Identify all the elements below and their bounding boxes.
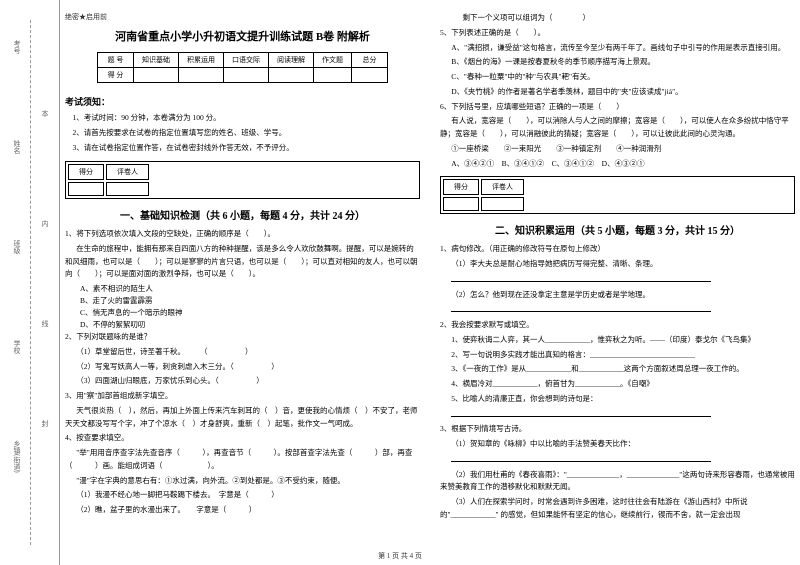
binding-label-class: 班级 bbox=[12, 240, 22, 254]
s2q2-line2: 2、写一句说明多实践才能出真知的格言：_____________________… bbox=[440, 349, 795, 362]
score-h-3: 口语交际 bbox=[224, 53, 269, 68]
fold-label-2: 内 bbox=[40, 220, 50, 227]
q2-item-2: （2）写鬼写妖高人一等，刺贪刺虐入木三分。（ ） bbox=[65, 361, 420, 374]
q1-stem: 1、将下列选项依次填入文段的空缺处，正确的顺序是（ ）。 bbox=[65, 228, 420, 241]
score-h-5: 作文题 bbox=[314, 53, 352, 68]
s2q3-line2: （2）我们用杜甫的《春夜喜雨》："______________，________… bbox=[440, 469, 795, 495]
fold-label-3: 线 bbox=[40, 320, 50, 327]
q2-item-1: （1）草堂留后世，诗圣著千秋。 （ ） bbox=[65, 346, 420, 359]
s2q3-blank1 bbox=[440, 453, 795, 467]
q5-d: D、《夹竹桃》的作者是著名学者季羡林，题目中的"夹"应该读成"jiá"。 bbox=[440, 86, 795, 99]
score-v-5 bbox=[314, 68, 352, 83]
binding-margin: 考号 姓名 班级 学校 乡镇(街道) 本 内 线 封 bbox=[0, 0, 60, 565]
score-header-row: 题 号 知识基础 积累运用 口语交际 阅读理解 作文题 总分 bbox=[98, 53, 388, 68]
binding-label-name: 姓名 bbox=[12, 140, 22, 154]
q5-a: A、"满招损，谦受益"这句格言，流传至今至少有两千年了。画线句子中引号的作用是表… bbox=[440, 42, 795, 55]
s2q2-blank bbox=[440, 408, 795, 422]
q3-stem: 3、用"察"加部首组成新字填空。 bbox=[65, 390, 420, 403]
sb-c1: 得分 bbox=[68, 164, 104, 180]
q1-opt-a: A、素不相识的陌生人 bbox=[65, 283, 420, 295]
q5-c: C、"春种一粒粟"中的"种"与农具"耙"有关。 bbox=[440, 71, 795, 84]
q4-stem: 4、按查要求填空。 bbox=[65, 432, 420, 445]
exam-title: 河南省重点小学小升初语文提升训练试题 B卷 附解析 bbox=[65, 28, 420, 44]
col2-line1: 剩下一个义项可以组词为（ ） bbox=[440, 12, 795, 25]
q4-line1: "举"用用音序查字法先查音序（ ），再查音节（ ）。按部首查字法先查（ ）部，再… bbox=[65, 447, 420, 473]
column-right: 剩下一个义项可以组词为（ ） 5、下列表述正确的是（ ）。 A、"满招损，谦受益… bbox=[440, 12, 795, 552]
score-v-3 bbox=[224, 68, 269, 83]
q4-line3: （1）我漫不经心地一脚把马鞍踢下楼去。 字意是（ ） bbox=[65, 489, 420, 502]
section2-title: 二、知识积累运用（共 5 小题，每题 3 分，共计 15 分） bbox=[440, 222, 795, 237]
q5-b: B、《烟台的海》一课是按春夏秋冬的季节顺序描写海上景观。 bbox=[440, 56, 795, 69]
score-h-1: 知识基础 bbox=[134, 53, 179, 68]
s2q3-line3: （3）人们在探索学问时，时常会遇到许多困难，这时往往会有陆游在《游山西村》中所说… bbox=[440, 496, 795, 522]
q6-opts: ①一座桥梁 ②一束阳光 ③一种镇定剂 ④一种润滑剂 bbox=[440, 143, 795, 156]
fold-label-4: 封 bbox=[40, 420, 50, 427]
s2q1-line1: （1）李大夫总是耐心地指导她把病历写得完整、清晰、条理。 bbox=[440, 258, 795, 271]
notice-item-3: 3、请在试卷指定位置作答，在试卷密封线外作答无效，不予评分。 bbox=[65, 142, 420, 154]
q6-stem: 6、下列括号里，应填哪些短语？正确的一项是（ ） bbox=[440, 101, 795, 114]
s2q1-stem: 1、病句修改。（用正确的修改符号在原句上修改） bbox=[440, 243, 795, 256]
q2-stem: 2、下列对联题咏的是谁？ bbox=[65, 331, 420, 344]
s2q1-blank1 bbox=[440, 273, 795, 287]
binding-label-exam: 考号 bbox=[12, 40, 22, 54]
sb-c2: 评卷人 bbox=[106, 164, 149, 180]
q1-opt-c: C、悄无声息的一个暗示的眼神 bbox=[65, 307, 420, 319]
score-v-2 bbox=[179, 68, 224, 83]
s2q3-stem: 3、根据下列情境写古诗。 bbox=[440, 423, 795, 436]
s2q2-line1: 1、使弈秋诲二人弈，其一人____________，惟弈秋之为听。——（印度）泰… bbox=[440, 334, 795, 347]
score-v-0: 得 分 bbox=[98, 68, 134, 83]
notice-item-1: 1、考试时间：90 分钟，本卷满分为 100 分。 bbox=[65, 112, 420, 124]
s2q2-line4: 4、横眉冷对____________，俯首甘为____________。《自嘲》 bbox=[440, 378, 795, 391]
q4-line2: "漫"字在字典的意思右有：①水过满，向外流。②到处都是。③不受约束，随便。 bbox=[65, 475, 420, 488]
score-h-0: 题 号 bbox=[98, 53, 134, 68]
q5-stem: 5、下列表述正确的是（ ）。 bbox=[440, 27, 795, 40]
s2q1-blank2 bbox=[440, 303, 795, 317]
score-v-1 bbox=[134, 68, 179, 83]
section1-scorebox: 得分评卷人 bbox=[65, 161, 420, 199]
q6-passage: 有人说，宽容是（ ），可以消除人与人之间的摩擦；宽容是（ ），可以使人在众多纷扰… bbox=[440, 115, 795, 141]
notice-item-2: 2、请首先按要求在试卷的指定位置填写您的姓名、班级、学号。 bbox=[65, 127, 420, 139]
score-value-row: 得 分 bbox=[98, 68, 388, 83]
s2q3-line1: （1）贺知章的《咏柳》中以比喻的手法赞美春天比作： bbox=[440, 438, 795, 451]
section2-scorebox: 得分评卷人 bbox=[440, 176, 795, 214]
s2q1-line2: （2）怎么？他到现在还没拿定主意是学历史或者是学地理。 bbox=[440, 289, 795, 302]
fold-label-1: 本 bbox=[40, 110, 50, 117]
s2q2-stem: 2、我会按要求默写或填空。 bbox=[440, 319, 795, 332]
q4-line4: （2）瞧，盆子里的水漫出来了。 字意是（ ） bbox=[65, 504, 420, 517]
s2q2-line3: 3、《一夜的工作》是从____________和____________这两个方… bbox=[440, 363, 795, 376]
score-table: 题 号 知识基础 积累运用 口语交际 阅读理解 作文题 总分 得 分 bbox=[97, 52, 388, 83]
binding-label-school: 学校 bbox=[12, 340, 22, 354]
page-content: 绝密★启用前 河南省重点小学小升初语文提升训练试题 B卷 附解析 题 号 知识基… bbox=[65, 12, 795, 552]
binding-label-village: 乡镇(街道) bbox=[12, 440, 22, 473]
score-v-4 bbox=[269, 68, 314, 83]
column-left: 绝密★启用前 河南省重点小学小升初语文提升训练试题 B卷 附解析 题 号 知识基… bbox=[65, 12, 420, 552]
q2-item-3: （3）四面湖山归眼底，万家忧乐到心头。（ ） bbox=[65, 375, 420, 388]
score-v-6 bbox=[352, 68, 388, 83]
page-footer: 第 1 页 共 4 页 bbox=[0, 551, 800, 561]
notice-title: 考试须知： bbox=[65, 95, 420, 108]
sb2-c1: 得分 bbox=[443, 179, 479, 195]
q3-line1: 天气很炎热（ ），然后，再加上外面上传来汽车刺耳的（ ）音，更使我的心情烦（ ）… bbox=[65, 405, 420, 431]
q6-choices: A、③④②① B、③④①② C、③④①② D、④③②① bbox=[440, 158, 795, 171]
q1-opt-b: B、走了火的雷霆霹雳 bbox=[65, 295, 420, 307]
s2q2-line5: 5、比喻人的清廉正直，你会想到的诗句是： bbox=[440, 393, 795, 406]
score-h-2: 积累运用 bbox=[179, 53, 224, 68]
section1-title: 一、基础知识检测（共 6 小题，每题 4 分，共计 24 分） bbox=[65, 207, 420, 222]
score-h-4: 阅读理解 bbox=[269, 53, 314, 68]
q1-passage: 在生命的旅程中，能拥有那来自四面八方的种种提醒，该是多么令人欢欣鼓舞啊。提醒，可… bbox=[65, 243, 420, 281]
score-h-6: 总分 bbox=[352, 53, 388, 68]
q1-opt-d: D、不停的絮絮叨叨 bbox=[65, 319, 420, 331]
sb2-c2: 评卷人 bbox=[481, 179, 524, 195]
confidential-label: 绝密★启用前 bbox=[65, 12, 420, 22]
binding-dashed-line bbox=[30, 20, 31, 545]
